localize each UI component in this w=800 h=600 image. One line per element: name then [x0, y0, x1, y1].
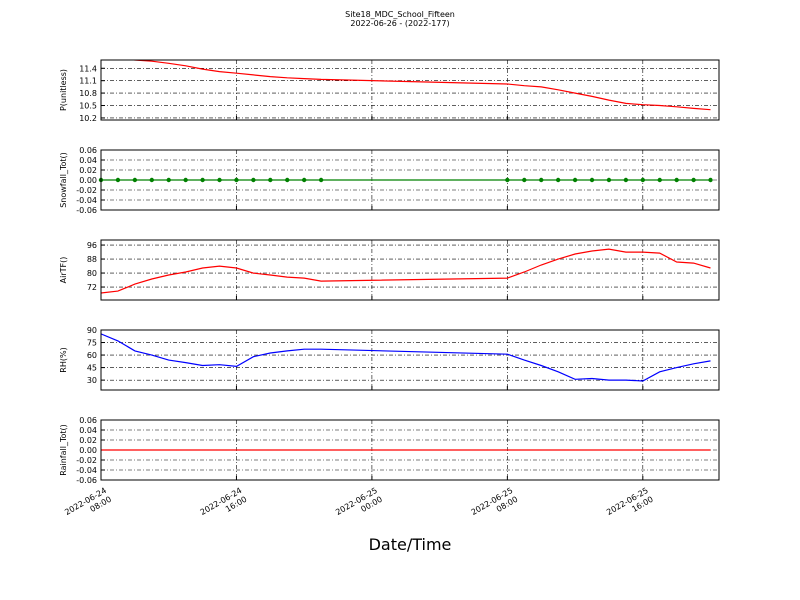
- plot-frame: [100, 149, 720, 211]
- x-axis-title: Date/Time: [369, 535, 452, 554]
- x-tick-label: 2022-06-2500:00: [334, 486, 384, 526]
- data-point: [318, 177, 324, 183]
- y-tick-label: 0.02: [79, 436, 97, 445]
- x-tick-label: 2022-06-2416:00: [199, 486, 249, 526]
- data-point: [251, 177, 256, 183]
- y-tick-label: 0.02: [79, 166, 97, 175]
- y-tick-label: 0.06: [79, 146, 97, 155]
- data-point: [268, 177, 273, 183]
- data-point: [606, 177, 612, 183]
- data-point: [505, 177, 510, 183]
- data-point: [301, 177, 307, 183]
- chart-title: Site18_MDC_School_Fifteen: [345, 10, 455, 19]
- y-tick-label: 0.04: [79, 156, 97, 165]
- y-tick-label: 0.04: [79, 426, 97, 435]
- data-point: [166, 177, 171, 183]
- y-tick-label: 11.1: [79, 77, 97, 86]
- data-point: [539, 177, 544, 183]
- plot-frame: [100, 239, 720, 301]
- y-tick-label: -0.06: [76, 476, 97, 485]
- y-tick-label: 10.2: [79, 114, 97, 123]
- y-axis-title: RH(%): [59, 347, 68, 372]
- data-point: [522, 177, 527, 183]
- data-point: [691, 177, 696, 183]
- data-point: [234, 177, 239, 183]
- plot-frame: [100, 329, 720, 391]
- data-point: [115, 177, 121, 183]
- y-axis-title: Snowfall_Tot(): [59, 152, 68, 208]
- data-point: [555, 177, 561, 183]
- data-point: [708, 177, 713, 183]
- y-tick-label: -0.02: [76, 456, 97, 465]
- y-tick-label: 96: [87, 241, 97, 250]
- y-tick-label: 90: [87, 326, 97, 335]
- y-tick-label: 80: [87, 269, 97, 278]
- y-tick-label: -0.04: [76, 196, 97, 205]
- plot-frame: [100, 419, 720, 481]
- y-tick-label: 11.4: [79, 64, 97, 73]
- y-tick-label: 0.00: [79, 446, 97, 455]
- data-line: [101, 333, 711, 382]
- y-tick-label: 30: [87, 376, 97, 385]
- y-tick-label: -0.02: [76, 186, 97, 195]
- y-tick-label: 10.8: [79, 89, 97, 98]
- data-point: [674, 177, 679, 183]
- plot-frame: [100, 59, 720, 121]
- data-point: [132, 177, 138, 183]
- y-tick-label: -0.04: [76, 466, 97, 475]
- data-point: [183, 177, 188, 183]
- y-tick-label: 60: [87, 351, 97, 360]
- data-point: [217, 177, 222, 183]
- y-axis-title: AirTF(): [59, 257, 68, 284]
- data-point: [149, 177, 154, 183]
- data-point: [589, 177, 595, 183]
- y-tick-label: 72: [87, 283, 97, 292]
- y-tick-label: 0.00: [79, 176, 97, 185]
- data-point: [640, 177, 646, 183]
- x-tick-label: 2022-06-2516:00: [605, 486, 655, 526]
- y-axis-title: P(unitless): [59, 69, 68, 111]
- y-tick-label: 10.5: [79, 102, 97, 111]
- x-tick-label: 2022-06-2508:00: [470, 486, 520, 526]
- y-tick-label: -0.06: [76, 206, 97, 215]
- data-point: [657, 177, 662, 183]
- y-tick-label: 0.06: [79, 416, 97, 425]
- data-point: [623, 177, 629, 183]
- y-tick-label: 88: [87, 255, 97, 264]
- y-axis-title: Rainfall_Tot(): [59, 424, 68, 476]
- y-tick-label: 75: [87, 339, 97, 348]
- data-line: [128, 60, 711, 111]
- data-point: [572, 177, 578, 183]
- chart-subtitle: 2022-06-26 - (2022-177): [350, 19, 449, 28]
- x-tick-label: 2022-06-2408:00: [63, 486, 113, 526]
- data-point: [285, 177, 290, 183]
- data-line: [101, 248, 711, 294]
- y-tick-label: 45: [87, 364, 97, 373]
- data-point: [200, 177, 205, 183]
